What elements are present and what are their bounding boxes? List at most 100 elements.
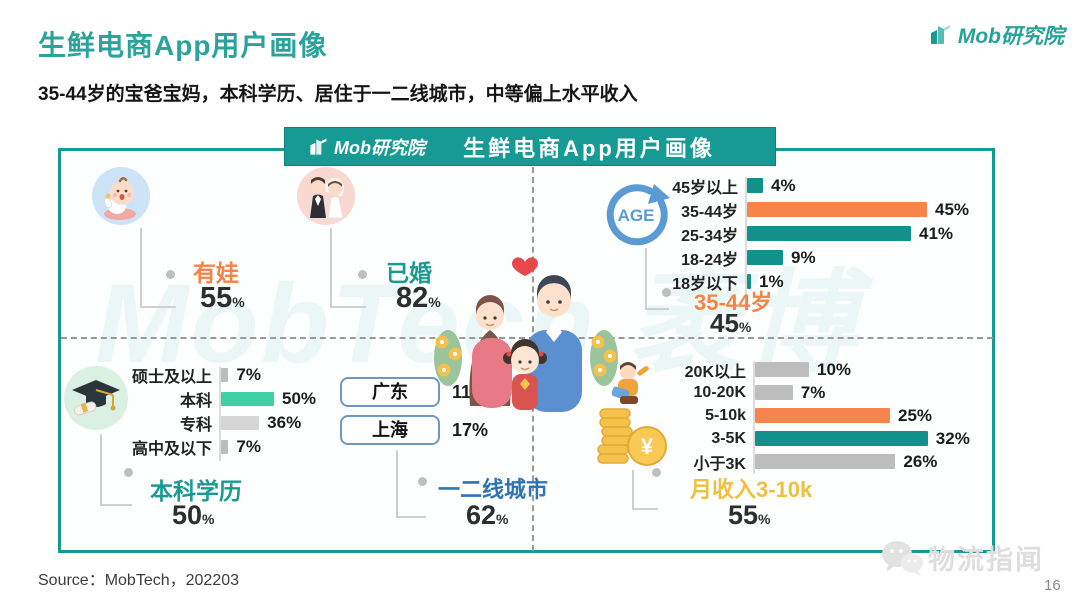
education-stat-value: 50% [172, 500, 215, 531]
banner-logo-text: Mob研究院 [334, 137, 425, 158]
chart-row: 3-5K 32% [644, 428, 970, 448]
income-stat-label: 月收入3-10k [690, 477, 813, 502]
income-value-unit: % [758, 511, 771, 527]
chart-bar [755, 385, 793, 400]
chart-category-label: 硕士及以上 [131, 369, 212, 386]
married-stat-value: 82% [396, 282, 441, 315]
chart-category-label: 10-20K [693, 383, 746, 401]
connector-dot [166, 270, 175, 279]
age-stat-value: 45% [710, 308, 751, 339]
chart-value-label: 32% [935, 428, 970, 448]
chart-value-label: 9% [791, 247, 816, 267]
connector-dot [662, 288, 671, 297]
chart-row: 35-44岁 45% [612, 199, 970, 221]
connector-line [140, 228, 176, 308]
chart-value-label: 10% [817, 359, 852, 379]
bottom-watermark-text: 物流指闻 [928, 545, 1044, 575]
chart-bar [221, 368, 229, 382]
chart-row: 45岁以上 4% [612, 175, 969, 197]
city-value-shanghai: 17% [452, 420, 489, 440]
connector-line [645, 248, 669, 310]
chart-row: 18岁以下 1% [612, 271, 969, 293]
bottom-watermark: 物流指闻 [880, 538, 1044, 577]
age-circle-arrow-icon: AGE [606, 184, 670, 246]
chart-bar [747, 202, 927, 217]
income-stat-value: 55% [728, 500, 771, 531]
page-subtitle: 35-44岁的宝爸宝妈，本科学历、居住于一二线城市，中等偏上水平收入 [38, 84, 638, 105]
chart-category-label: 25-34岁 [681, 227, 738, 245]
chart-category-label: 小于3K [693, 455, 746, 473]
connector-line [632, 470, 658, 510]
age-icon-label: AGE [618, 206, 655, 225]
graduation-illustration [72, 380, 120, 416]
city-value-number: 62 [466, 500, 497, 530]
chart-row: 18-24岁 9% [612, 247, 969, 269]
chart-bar [747, 250, 783, 265]
income-illustration: ¥ [597, 362, 667, 466]
married-stat-label: 已婚 [386, 260, 432, 286]
city-stat-label: 一二线城市 [438, 477, 549, 502]
banner-logo: Mob研究院 [307, 134, 425, 160]
chart-value-label: 41% [919, 223, 954, 243]
chart-value-label: 45% [935, 199, 970, 219]
chart-value-label: 4% [771, 175, 796, 195]
chart-bar [221, 440, 229, 454]
wedding-illustration [310, 177, 345, 219]
chart-category-label: 3-5K [711, 429, 746, 447]
age-chart: 45岁以上 4% 35-44岁 45% 25-34岁 41% 18-24岁 9% 18岁以下 1% [612, 172, 969, 298]
connector-line [100, 434, 132, 506]
chart-row: 小于3K 26% [644, 452, 970, 473]
chart-row: 本科 50% [100, 389, 316, 410]
chart-value-label: 7% [800, 382, 826, 402]
chart-bar [747, 226, 911, 241]
mob-logo: Mob研究院 [927, 20, 1064, 50]
city-box-shanghai: 上海 [340, 415, 440, 445]
city-stat-value: 62% [466, 500, 509, 531]
card-banner: Mob研究院 生鲜电商App用户画像 [284, 127, 776, 166]
kids-value-unit: % [232, 294, 245, 310]
chart-bar [747, 274, 751, 289]
chart-value-label: 7% [236, 437, 261, 456]
chart-row: 25-34岁 41% [612, 223, 969, 245]
chart-row: 专科 36% [100, 413, 316, 434]
education-stat-label: 本科学历 [150, 478, 242, 504]
wechat-icon [882, 540, 923, 576]
chart-row: 20K以上 10% [644, 359, 970, 381]
chart-bar [755, 431, 928, 446]
age-chart-axis [745, 177, 747, 295]
chart-bar [755, 408, 890, 423]
chart-row: 5-10k 25% [644, 405, 970, 425]
chart-value-label: 1% [759, 271, 784, 291]
chart-category-label: 高中及以下 [131, 441, 212, 458]
income-chart: 20K以上 10% 10-20K 7% 5-10k 25% 3-5K 32% 小于3K 26% [644, 356, 970, 477]
chart-bar [755, 454, 896, 469]
mob-building-icon [930, 25, 950, 44]
chart-bar [221, 392, 274, 406]
graduation-cap-icon [64, 366, 128, 430]
age-stat-label: 35-44岁 [694, 290, 773, 315]
chart-category-label: 专科 [179, 417, 212, 434]
chart-value-label: 36% [267, 413, 302, 432]
chart-bar [755, 362, 809, 377]
yuan-symbol: ¥ [641, 434, 654, 459]
mob-logo-text: Mob研究院 [957, 25, 1064, 48]
chart-category-label: 45岁以上 [672, 179, 738, 197]
chart-category-label: 35-44岁 [681, 203, 738, 221]
education-chart: 硕士及以上 7% 本科 50% 专科 36% 高中及以下 7% [100, 362, 316, 464]
connector-dot [124, 468, 133, 477]
kids-stat-value: 55% [200, 282, 245, 315]
connector-line [330, 228, 366, 308]
kids-value-number: 55 [200, 282, 233, 314]
chart-category-label: 18-24岁 [681, 251, 738, 269]
chart-value-label: 25% [898, 405, 933, 425]
horizontal-divider [61, 337, 993, 339]
baby-illustration [103, 177, 136, 220]
connector-dot [358, 270, 367, 279]
chart-bar [221, 416, 260, 430]
married-value-number: 82 [396, 282, 429, 314]
chart-category-label: 20K以上 [684, 363, 746, 381]
chart-bar [747, 178, 763, 193]
baby-icon [92, 167, 150, 225]
income-chart-axis [753, 361, 755, 474]
age-value-number: 45 [710, 308, 739, 338]
